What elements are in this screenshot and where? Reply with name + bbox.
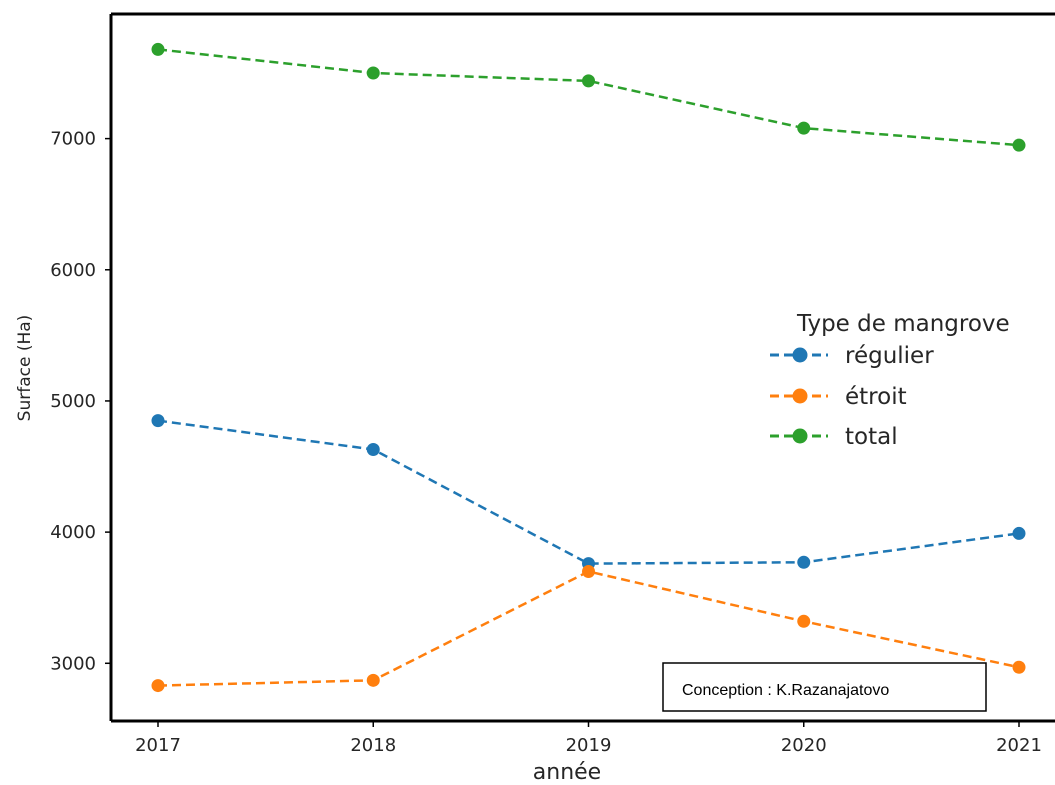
data-point	[1012, 138, 1026, 152]
legend-label: étroit	[845, 384, 907, 410]
series-étroit	[151, 564, 1026, 693]
credit-box-frame	[662, 662, 987, 712]
legend-item: régulier	[770, 343, 934, 369]
data-point	[1012, 660, 1026, 674]
legend-items: régulier étroit total	[770, 343, 934, 450]
data-point	[582, 74, 595, 88]
credit-box: Conception : K.Razanajatovo	[662, 662, 987, 712]
y-tick-label: 4000	[50, 522, 96, 543]
axes-layer	[109, 12, 1055, 723]
x-axis-title: année	[533, 760, 601, 785]
series-layer	[151, 42, 1026, 693]
y-tick-label: 5000	[50, 391, 96, 412]
data-point	[151, 414, 165, 428]
y-axis-title: Surface (Ha)	[15, 315, 35, 422]
legend-swatch-marker	[792, 347, 808, 363]
legend-item: étroit	[770, 384, 907, 410]
legend-item: total	[770, 424, 898, 450]
data-point	[151, 42, 165, 56]
data-point	[366, 673, 380, 687]
data-point	[582, 564, 595, 578]
legend-title: Type de mangrove	[796, 311, 1010, 337]
y-tick-label: 6000	[50, 260, 96, 281]
credit-text: Conception : K.Razanajatovo	[682, 682, 889, 699]
data-point	[797, 121, 811, 135]
y-tick-label: 7000	[50, 129, 96, 150]
data-point	[366, 66, 380, 80]
y-tick-label: 3000	[50, 653, 96, 674]
legend-swatch-marker	[792, 388, 808, 404]
series-total	[151, 42, 1026, 152]
x-tick-label: 2018	[350, 735, 396, 756]
legend-swatch-marker	[792, 428, 808, 444]
legend-label: régulier	[845, 343, 934, 369]
data-point	[797, 614, 811, 628]
series-line	[157, 48, 1020, 147]
data-point	[366, 442, 380, 456]
x-tick-label: 2019	[566, 735, 612, 756]
x-tick-label: 2020	[781, 735, 827, 756]
legend: Type de mangrove régulier étroit total	[770, 311, 1010, 450]
legend-label: total	[845, 424, 898, 450]
data-point	[151, 679, 165, 693]
series-line	[157, 419, 1020, 565]
data-point	[797, 555, 811, 569]
ticks-layer: 3000 4000 5000 6000 7000 2017 2018 2019 2020 2021	[50, 129, 1042, 756]
x-tick-label: 2021	[996, 735, 1042, 756]
data-point	[1012, 526, 1026, 540]
x-tick-label: 2017	[135, 735, 181, 756]
